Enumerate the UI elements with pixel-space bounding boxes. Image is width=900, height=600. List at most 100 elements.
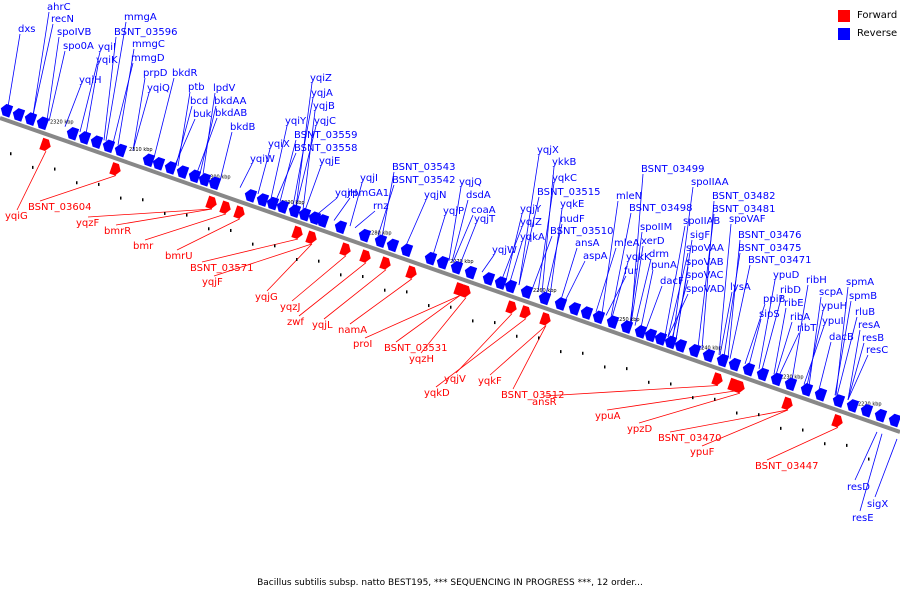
forward-leader-line bbox=[144, 213, 227, 241]
forward-gene-label: ansR bbox=[532, 397, 557, 408]
reverse-gene-label: yqjB bbox=[313, 101, 335, 112]
reverse-gene-label: resB bbox=[862, 333, 884, 344]
reverse-gene-label: BSNT_03481 bbox=[712, 204, 775, 215]
feature-tick bbox=[824, 442, 826, 446]
forward-gene-arrow bbox=[339, 242, 351, 256]
reverse-gene-label: ypuH bbox=[821, 301, 847, 312]
reverse-leader-line bbox=[611, 261, 629, 318]
reverse-gene-label: yqjI bbox=[360, 173, 378, 184]
forward-gene-label: BSNT_03571 bbox=[190, 263, 253, 274]
forward-leader-line bbox=[638, 392, 741, 424]
reverse-leader-line bbox=[630, 245, 644, 325]
legend-reverse: Reverse bbox=[838, 26, 897, 41]
reverse-gene-label: yqjW bbox=[492, 245, 517, 256]
reverse-gene-arrow bbox=[784, 377, 798, 392]
reverse-gene-label: dacF bbox=[660, 276, 684, 287]
forward-gene-label: yqkD bbox=[424, 388, 450, 399]
reverse-leader-line bbox=[701, 200, 715, 349]
reverse-gene-arrow bbox=[888, 413, 900, 428]
reverse-leader-line bbox=[791, 284, 809, 381]
reverse-leader-line bbox=[302, 110, 316, 210]
reverse-gene-arrow bbox=[702, 348, 716, 363]
reverse-gene-label: ptb bbox=[188, 82, 205, 93]
reverse-leader-line bbox=[354, 210, 376, 229]
reverse-leader-line bbox=[175, 105, 193, 166]
feature-tick bbox=[516, 334, 518, 338]
reverse-gene-label: spoIIAB bbox=[683, 216, 720, 227]
reverse-gene-arrow bbox=[164, 161, 178, 175]
reverse-leader-line bbox=[748, 318, 762, 366]
reverse-gene-arrow bbox=[198, 173, 212, 187]
reverse-gene-label: ribE bbox=[784, 298, 804, 309]
feature-tick bbox=[648, 380, 650, 384]
forward-leader-line bbox=[455, 313, 513, 374]
reverse-leader-line bbox=[667, 293, 689, 338]
reverse-leader-line bbox=[481, 254, 495, 273]
reverse-leader-line bbox=[7, 33, 21, 107]
position-label: 2320 kbp bbox=[50, 120, 74, 126]
feature-tick bbox=[604, 365, 606, 369]
reverse-strand-genes bbox=[0, 103, 900, 428]
reverse-leader-line bbox=[459, 223, 477, 265]
reverse-leader-line bbox=[239, 163, 253, 188]
reverse-leader-line bbox=[664, 225, 686, 337]
reverse-gene-arrow bbox=[634, 325, 648, 339]
reverse-leader-line bbox=[304, 165, 322, 211]
reverse-gene-leader-lines bbox=[7, 11, 898, 512]
feature-tick bbox=[296, 257, 298, 261]
reverse-gene-label: ribT bbox=[797, 323, 817, 334]
reverse-leader-line bbox=[537, 182, 555, 292]
forward-gene-arrow bbox=[505, 300, 517, 314]
reverse-gene-label: yqjC bbox=[314, 116, 336, 127]
feature-tick bbox=[120, 196, 122, 200]
forward-leader-line bbox=[87, 208, 213, 218]
reverse-gene-arrow bbox=[266, 196, 280, 211]
forward-leader-line bbox=[606, 390, 735, 411]
reverse-gene-arrow bbox=[728, 357, 742, 372]
feature-tick bbox=[736, 411, 738, 415]
reverse-leader-line bbox=[697, 213, 715, 348]
reverse-leader-line bbox=[775, 321, 793, 375]
forward-leader-line bbox=[16, 150, 47, 211]
reverse-gene-label: ypuI bbox=[822, 316, 844, 327]
reverse-leader-line bbox=[48, 50, 66, 122]
reverse-gene-label: ribA bbox=[790, 312, 810, 323]
reverse-gene-arrow bbox=[24, 112, 38, 126]
position-label: 2220 kbp bbox=[858, 402, 882, 408]
forward-gene-arrow bbox=[781, 396, 793, 410]
reverse-gene-label: resE bbox=[852, 513, 874, 524]
forward-gene-label: yqzF bbox=[76, 218, 100, 229]
reverse-gene-label: sigF bbox=[690, 230, 710, 241]
reverse-gene-label: BSNT_03498 bbox=[629, 203, 692, 214]
forward-leader-line bbox=[766, 427, 839, 461]
reverse-gene-arrow bbox=[176, 165, 190, 179]
forward-gene-label: bmr bbox=[133, 241, 154, 252]
reverse-leader-line bbox=[132, 77, 146, 151]
forward-leader-line bbox=[176, 218, 241, 251]
forward-leader-line bbox=[420, 297, 467, 354]
forward-leader-line bbox=[489, 325, 547, 376]
reverse-gene-label: mleN bbox=[616, 191, 642, 202]
reverse-gene-arrow bbox=[664, 335, 678, 350]
reverse-leader-line bbox=[854, 431, 878, 481]
feature-tick bbox=[582, 351, 584, 355]
reverse-gene-arrow bbox=[316, 214, 330, 228]
reverse-leader-line bbox=[316, 197, 338, 215]
reverse-leader-line bbox=[564, 260, 586, 302]
reverse-leader-line bbox=[847, 342, 865, 400]
reverse-leader-line bbox=[778, 332, 800, 376]
reverse-gene-label: rpmGA1 bbox=[348, 188, 389, 199]
reverse-gene-arrow bbox=[504, 279, 518, 294]
reverse-gene-label: mmgC bbox=[132, 39, 165, 50]
reverse-gene-label: ypuD bbox=[773, 270, 800, 281]
forward-leader-line bbox=[512, 325, 547, 390]
reverse-gene-arrow bbox=[654, 332, 668, 346]
reverse-gene-label: ahrC bbox=[47, 2, 71, 13]
legend-reverse-swatch bbox=[838, 27, 850, 40]
reverse-gene-label: BSNT_03558 bbox=[294, 143, 357, 154]
reverse-gene-arrow bbox=[424, 251, 438, 266]
reverse-gene-label: ansA bbox=[575, 238, 600, 249]
reverse-gene-label: yqiZ bbox=[310, 73, 332, 84]
reverse-gene-arrow bbox=[36, 116, 50, 131]
